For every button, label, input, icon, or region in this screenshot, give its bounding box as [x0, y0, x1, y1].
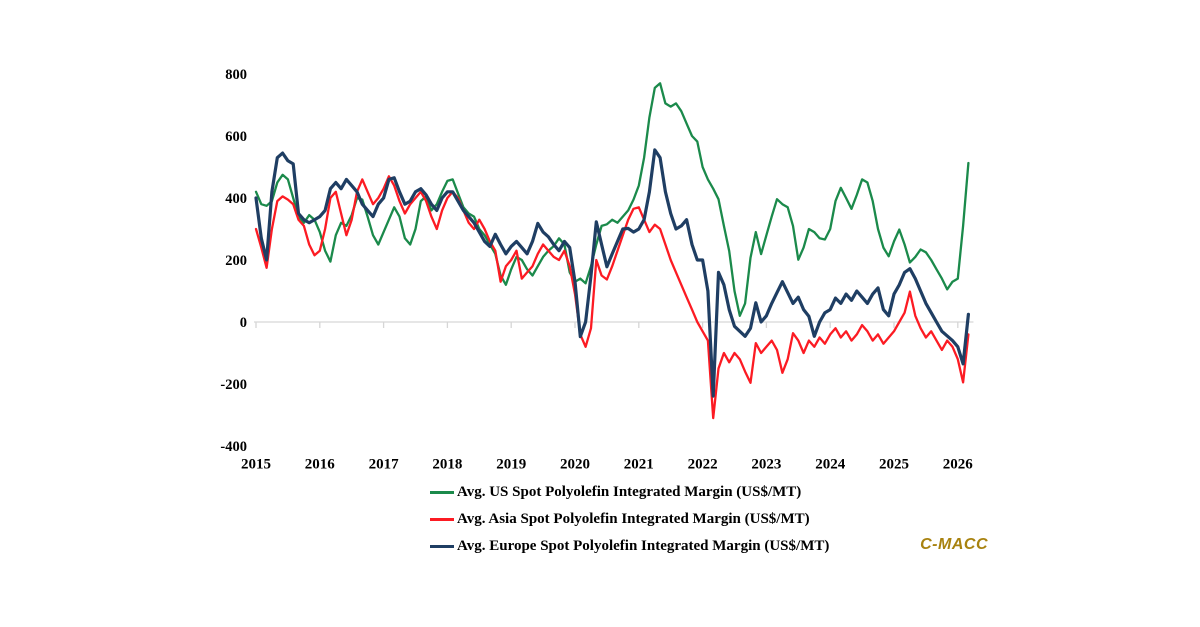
y-axis-label: -200 [220, 377, 247, 393]
x-axis-label: 2019 [496, 456, 526, 472]
asia-line-swatch-icon [430, 517, 454, 521]
x-axis-label: 2024 [815, 456, 846, 472]
legend-item-europe: Avg. Europe Spot Polyolefin Integrated M… [430, 537, 829, 555]
europe-line-swatch-icon [430, 544, 454, 548]
legend-label-us: Avg. US Spot Polyolefin Integrated Margi… [457, 484, 802, 500]
y-axis-label: 600 [225, 129, 247, 145]
x-axis-label: 2021 [624, 456, 654, 472]
y-axis-label: 200 [225, 253, 247, 269]
legend-label-asia: Avg. Asia Spot Polyolefin Integrated Mar… [457, 511, 810, 527]
legend-item-asia: Avg. Asia Spot Polyolefin Integrated Mar… [430, 510, 829, 528]
y-axis-label: 0 [240, 315, 247, 331]
y-axis-label: 800 [225, 67, 247, 83]
x-axis-label: 2023 [751, 456, 781, 472]
y-axis-label: -400 [220, 439, 247, 455]
us-line-swatch-icon [430, 490, 454, 494]
us-margin-line [254, 82, 970, 317]
x-axis-label: 2016 [305, 456, 336, 472]
y-axis-label: 400 [225, 191, 247, 207]
cmacc-logo: C-MACC [920, 536, 988, 553]
x-axis-label: 2015 [241, 456, 271, 472]
x-axis-label: 2026 [943, 456, 974, 472]
legend-label-europe: Avg. Europe Spot Polyolefin Integrated M… [457, 538, 830, 554]
legend-item-us: Avg. US Spot Polyolefin Integrated Margi… [430, 483, 829, 501]
x-axis-label: 2022 [688, 456, 718, 472]
x-axis-label: 2020 [560, 456, 590, 472]
x-axis-label: 2017 [369, 456, 400, 472]
asia-margin-line [254, 175, 970, 420]
x-axis-label: 2018 [432, 456, 462, 472]
legend: Avg. US Spot Polyolefin Integrated Margi… [430, 483, 829, 555]
europe-margin-line [254, 148, 971, 398]
x-axis-label: 2025 [879, 456, 909, 472]
